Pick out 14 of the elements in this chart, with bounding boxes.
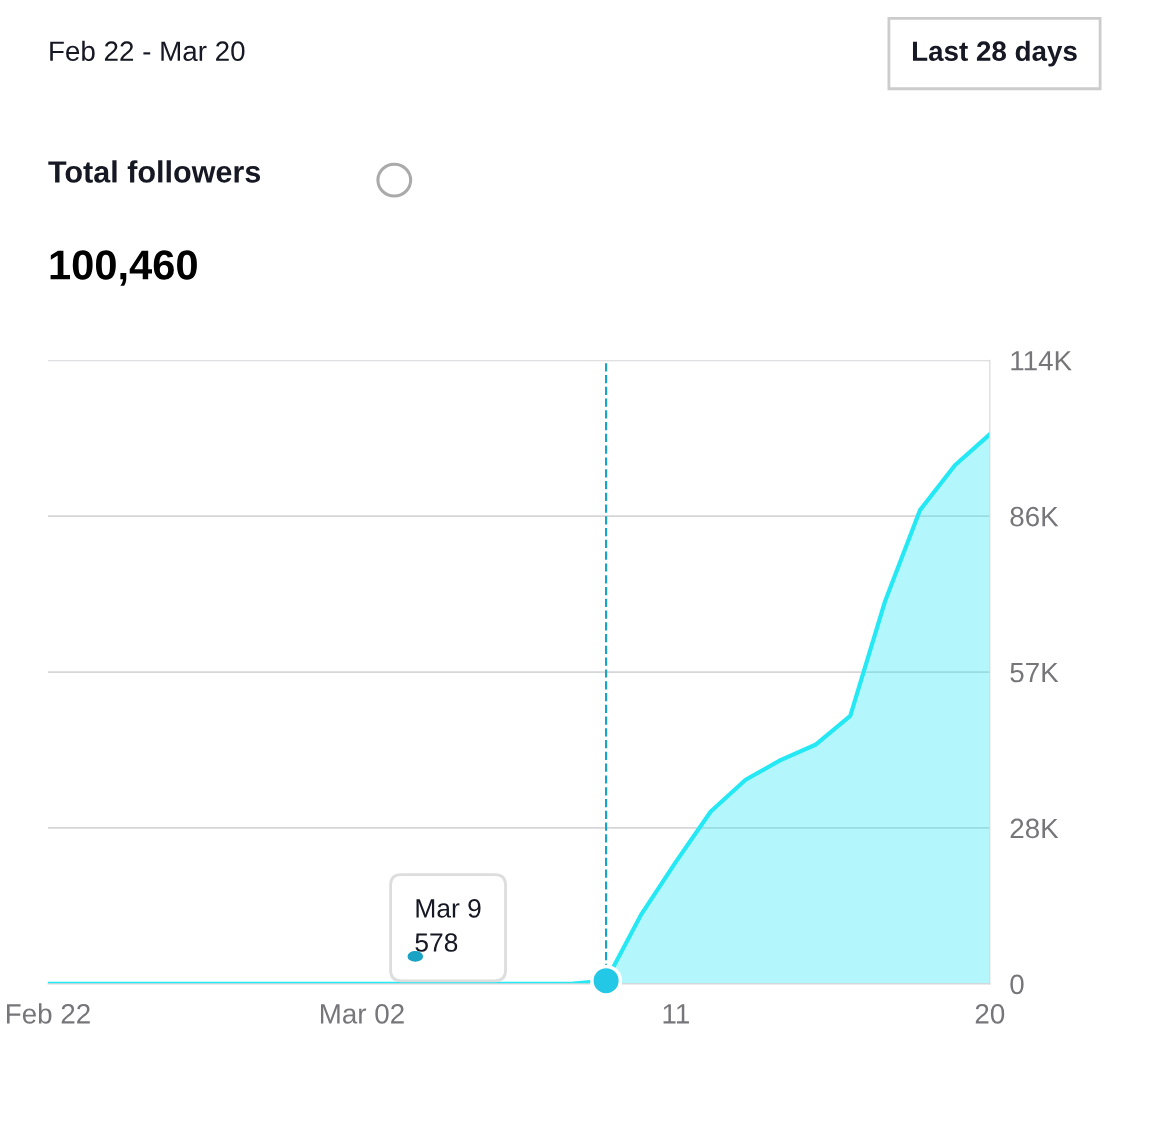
y-tick-label: 86K — [1010, 506, 1059, 527]
y-tick-label: 28K — [1010, 818, 1059, 839]
y-tick-label: 57K — [1010, 662, 1059, 683]
chart-title: Total followers — [48, 160, 261, 183]
y-tick-label: 114K — [1011, 351, 1072, 371]
annotation: Mar 9 578 — [415, 899, 481, 952]
x-tick-label: 20 — [975, 1004, 1005, 1024]
chart-subtitle: 100,460 — [50, 250, 197, 286]
x-tick-label: Feb 22 — [7, 1003, 90, 1024]
x-tick-label: 11 — [663, 1004, 689, 1024]
x-tick-label: Mar 02 — [320, 1004, 404, 1024]
y-tick-label: 0 — [1010, 974, 1024, 995]
text: Feb 22 - Mar 20 — [50, 40, 245, 62]
text: Last 28 days — [912, 40, 1077, 67]
